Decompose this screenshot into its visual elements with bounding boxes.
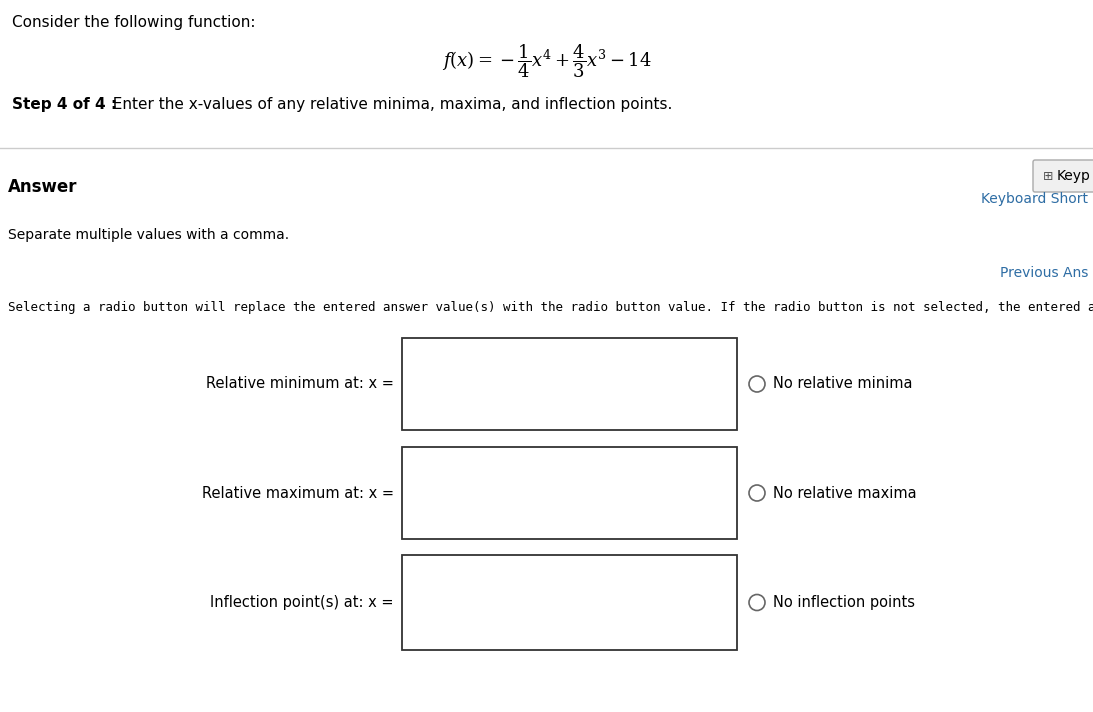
Text: Relative minimum at: x =: Relative minimum at: x = (207, 377, 393, 392)
Text: Answer: Answer (8, 178, 78, 196)
Text: No inflection points: No inflection points (773, 595, 915, 610)
Text: Selecting a radio button will replace the entered answer value(s) with the radio: Selecting a radio button will replace th… (8, 301, 1093, 314)
Circle shape (749, 376, 765, 392)
Text: Inflection point(s) at: x =: Inflection point(s) at: x = (211, 595, 393, 610)
FancyBboxPatch shape (402, 447, 737, 539)
Text: Keyp: Keyp (1057, 169, 1091, 183)
Text: Consider the following function:: Consider the following function: (12, 15, 256, 30)
Text: $f(x) = -\dfrac{1}{4}x^4 + \dfrac{4}{3}x^3 - 14$: $f(x) = -\dfrac{1}{4}x^4 + \dfrac{4}{3}x… (442, 42, 651, 80)
FancyBboxPatch shape (402, 555, 737, 650)
Text: Step 4 of 4 :: Step 4 of 4 : (12, 97, 117, 112)
Text: Enter the x-values of any relative minima, maxima, and inflection points.: Enter the x-values of any relative minim… (103, 97, 672, 112)
Text: No relative maxima: No relative maxima (773, 486, 917, 501)
Text: Separate multiple values with a comma.: Separate multiple values with a comma. (8, 228, 290, 242)
FancyBboxPatch shape (1033, 160, 1093, 192)
Text: Relative maximum at: x =: Relative maximum at: x = (202, 486, 393, 501)
Text: No relative minima: No relative minima (773, 377, 913, 392)
Text: Keyboard Short: Keyboard Short (982, 192, 1088, 206)
FancyBboxPatch shape (402, 338, 737, 430)
Circle shape (749, 595, 765, 610)
Text: Previous Ans: Previous Ans (1000, 266, 1088, 280)
Text: ⊞: ⊞ (1043, 169, 1054, 182)
Circle shape (749, 485, 765, 501)
